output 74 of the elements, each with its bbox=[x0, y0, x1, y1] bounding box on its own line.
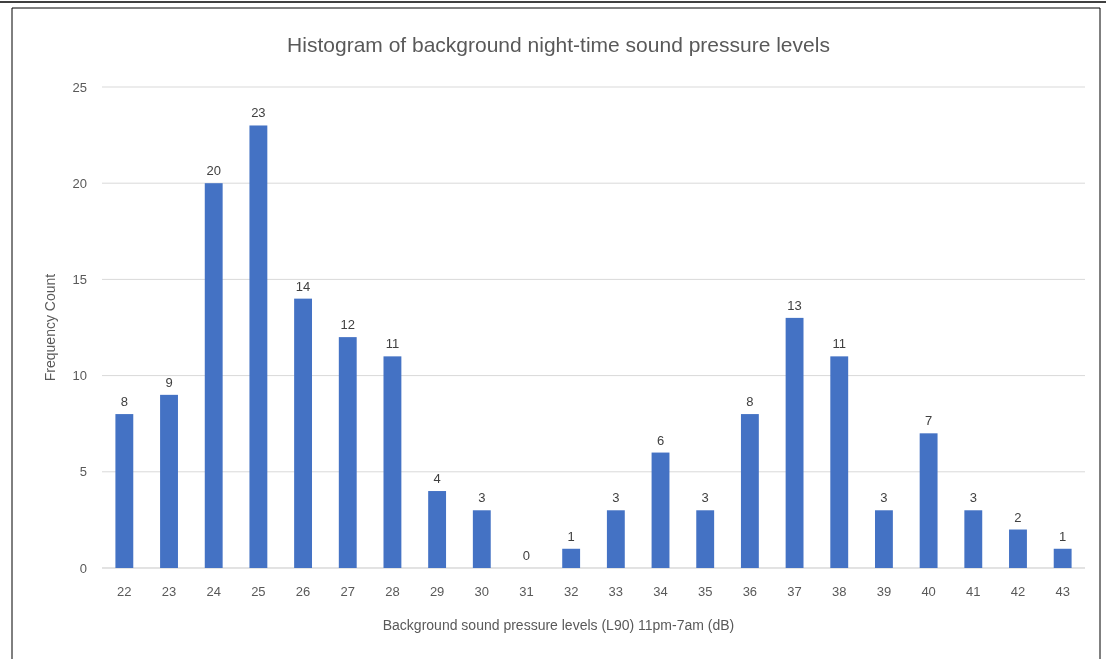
bar bbox=[740, 414, 759, 568]
data-label: 23 bbox=[251, 105, 266, 121]
chart-title: Histogram of background night-time sound pressure levels bbox=[287, 33, 830, 56]
x-tick-label: 27 bbox=[340, 584, 355, 599]
x-tick-label: 26 bbox=[295, 584, 311, 599]
x-axis-title: Background sound pressure levels (L90) 11pm-7am (dB) bbox=[382, 617, 735, 633]
y-tick-label: 5 bbox=[79, 464, 87, 480]
bar bbox=[294, 298, 312, 568]
bar bbox=[1053, 548, 1072, 568]
x-tick-label: 37 bbox=[787, 584, 802, 599]
x-tick-label: 43 bbox=[1055, 584, 1070, 599]
bar bbox=[651, 452, 670, 568]
data-label: 6 bbox=[656, 432, 665, 448]
x-tick-label: 42 bbox=[1010, 584, 1026, 599]
data-label: 9 bbox=[165, 374, 173, 390]
bar bbox=[428, 491, 447, 568]
data-label: 1 bbox=[1059, 528, 1067, 544]
y-axis-title: Frequency Count bbox=[42, 273, 58, 382]
bar bbox=[115, 414, 134, 568]
data-label: 3 bbox=[880, 490, 888, 506]
x-tick-label: 30 bbox=[474, 584, 490, 599]
bar bbox=[338, 337, 357, 568]
bar bbox=[830, 356, 849, 568]
data-label: 3 bbox=[612, 490, 620, 506]
bar bbox=[785, 317, 804, 568]
data-label: 11 bbox=[832, 336, 846, 352]
data-label: 8 bbox=[746, 394, 754, 410]
y-tick-label: 20 bbox=[72, 175, 87, 191]
data-label: 12 bbox=[340, 317, 355, 333]
x-tick-label: 22 bbox=[117, 584, 132, 599]
data-label: 2 bbox=[1014, 509, 1022, 525]
bar bbox=[1009, 529, 1027, 568]
data-label: 20 bbox=[206, 163, 221, 179]
data-label: 7 bbox=[925, 413, 933, 429]
data-label: 14 bbox=[295, 278, 311, 294]
data-label: 8 bbox=[120, 394, 128, 410]
x-tick-label: 40 bbox=[921, 584, 936, 599]
x-tick-label: 24 bbox=[206, 584, 221, 599]
bar bbox=[562, 548, 581, 568]
x-tick-label: 41 bbox=[966, 584, 981, 599]
bar bbox=[204, 183, 223, 568]
x-tick-label: 35 bbox=[697, 584, 713, 599]
x-tick-label: 25 bbox=[251, 584, 266, 599]
bar bbox=[606, 510, 625, 568]
x-tick-label: 28 bbox=[385, 584, 400, 599]
x-tick-label: 32 bbox=[563, 584, 579, 599]
y-tick-label: 0 bbox=[79, 560, 87, 576]
x-tick-label: 23 bbox=[161, 584, 177, 599]
y-tick-label: 25 bbox=[72, 79, 87, 95]
bar bbox=[875, 510, 893, 568]
y-tick-label: 10 bbox=[72, 368, 87, 384]
bar bbox=[964, 510, 983, 568]
x-tick-label: 36 bbox=[742, 584, 758, 599]
bar bbox=[383, 356, 402, 568]
data-label: 0 bbox=[522, 548, 531, 563]
x-tick-label: 38 bbox=[832, 584, 847, 599]
x-tick-label: 34 bbox=[653, 584, 668, 599]
data-label: 4 bbox=[433, 471, 441, 487]
x-tick-label: 31 bbox=[519, 584, 534, 599]
bar bbox=[249, 125, 268, 568]
x-tick-label: 39 bbox=[876, 584, 892, 599]
x-tick-label: 33 bbox=[608, 584, 624, 599]
x-tick-label: 29 bbox=[429, 584, 445, 599]
data-label: 13 bbox=[787, 297, 802, 313]
bar bbox=[919, 433, 938, 568]
data-label: 3 bbox=[701, 490, 709, 506]
y-tick-label: 15 bbox=[72, 271, 87, 287]
data-label: 1 bbox=[567, 528, 575, 544]
data-label: 3 bbox=[969, 490, 977, 506]
bar bbox=[696, 510, 715, 568]
data-label: 3 bbox=[478, 490, 486, 506]
bar bbox=[472, 510, 491, 568]
bar bbox=[160, 394, 178, 568]
data-label: 11 bbox=[385, 336, 400, 352]
